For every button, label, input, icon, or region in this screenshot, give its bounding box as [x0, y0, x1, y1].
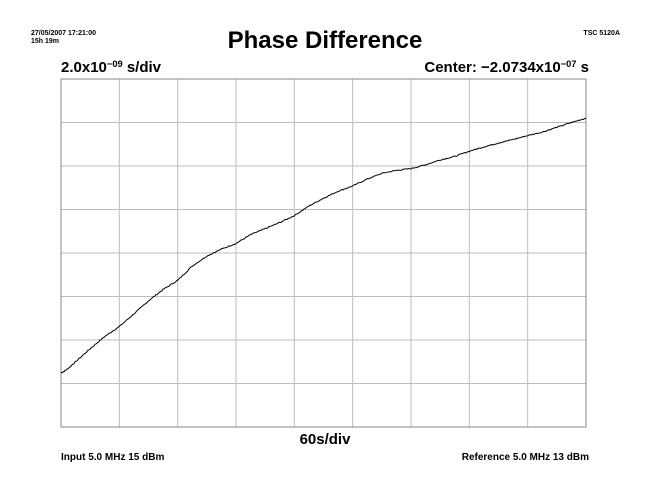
y-scale-label: 2.0x10−09 s/div	[61, 59, 161, 76]
y-scale-exponent: −09	[106, 58, 123, 69]
y-scale-unit: s/div	[126, 59, 162, 76]
input-signal-label: Input 5.0 MHz 15 dBm	[61, 452, 165, 463]
timestamp-block: 27/05/2007 17:21:00 15h 19m	[31, 30, 96, 46]
phase-difference-trace	[60, 117, 587, 374]
center-unit: s	[580, 59, 589, 76]
plot-frame	[60, 78, 587, 428]
x-scale-label: 60s/div	[299, 431, 351, 448]
y-scale-mantissa: 2.0x10	[61, 59, 107, 76]
chart-title: Phase Difference	[227, 27, 423, 54]
instrument-model: TSC 5120A	[583, 30, 620, 37]
timestamp: 27/05/2007 17:21:00	[31, 30, 96, 37]
reference-signal-label: Reference 5.0 MHz 13 dBm	[461, 452, 589, 463]
center-exponent: −07	[560, 58, 577, 69]
duration: 15h 19m	[31, 38, 60, 45]
grid	[61, 79, 586, 427]
center-label: Center: −2.0734x10−07 s	[424, 59, 589, 76]
center-prefix: Center: −2.0734x10	[424, 59, 561, 76]
